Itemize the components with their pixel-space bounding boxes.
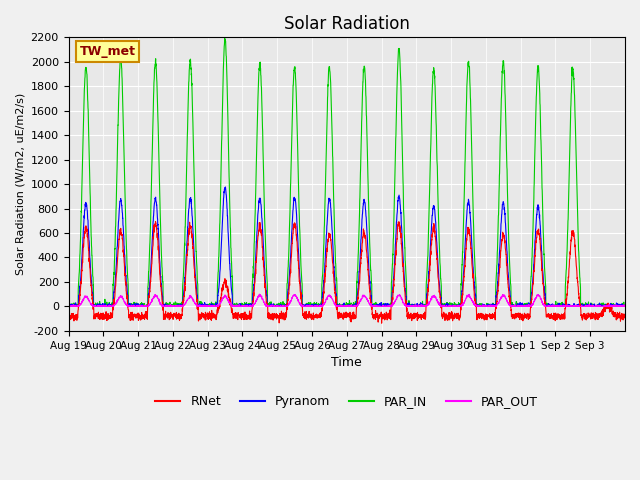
PAR_IN — [615, 303, 623, 309]
RNet — [615, 313, 623, 319]
Line: PAR_IN: PAR_IN — [68, 38, 625, 306]
Pyranom — [221, 184, 229, 190]
PAR_IN — [536, 110, 544, 116]
PAR_OUT — [536, 294, 544, 300]
Pyranom — [536, 223, 544, 228]
PAR_OUT — [419, 303, 426, 309]
Pyranom — [503, 248, 511, 254]
Legend: RNet, Pyranom, PAR_IN, PAR_OUT: RNet, Pyranom, PAR_IN, PAR_OUT — [150, 390, 543, 413]
PAR_OUT — [503, 298, 511, 304]
Pyranom — [615, 301, 623, 307]
PAR_OUT — [615, 303, 623, 309]
PAR_IN — [621, 303, 629, 309]
RNet — [179, 305, 186, 311]
Line: Pyranom: Pyranom — [68, 187, 625, 306]
PAR_IN — [179, 283, 186, 289]
PAR_OUT — [621, 302, 629, 308]
Y-axis label: Solar Radiation (W/m2, uE/m2/s): Solar Radiation (W/m2, uE/m2/s) — [15, 93, 25, 275]
PAR_OUT — [467, 296, 475, 301]
RNet — [621, 314, 629, 320]
X-axis label: Time: Time — [332, 356, 362, 369]
Pyranom — [65, 303, 73, 309]
RNet — [419, 314, 426, 320]
Title: Solar Radiation: Solar Radiation — [284, 15, 410, 33]
Pyranom — [621, 303, 629, 309]
Pyranom — [419, 303, 426, 309]
RNet — [378, 320, 385, 326]
Line: PAR_OUT: PAR_OUT — [68, 294, 625, 306]
PAR_OUT — [65, 303, 72, 309]
PAR_OUT — [179, 303, 186, 309]
RNet — [536, 241, 544, 247]
RNet — [468, 251, 476, 257]
PAR_IN — [221, 36, 228, 41]
PAR_IN — [65, 303, 72, 309]
PAR_IN — [468, 133, 476, 139]
RNet — [503, 261, 511, 267]
Pyranom — [179, 303, 186, 309]
Pyranom — [468, 232, 476, 238]
PAR_IN — [65, 302, 72, 308]
PAR_OUT — [255, 291, 263, 297]
Line: RNet: RNet — [68, 221, 625, 323]
RNet — [152, 218, 159, 224]
RNet — [65, 312, 72, 318]
Text: TW_met: TW_met — [79, 45, 136, 58]
PAR_IN — [503, 164, 511, 170]
Pyranom — [65, 303, 72, 309]
PAR_IN — [419, 301, 426, 307]
